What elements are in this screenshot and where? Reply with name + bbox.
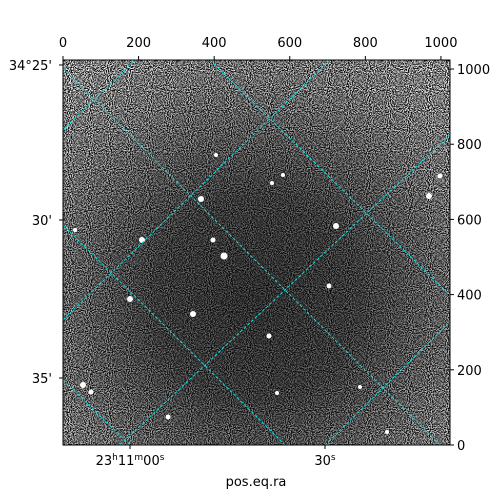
x-tick-label: 1000 — [424, 36, 457, 51]
coordinate-grid — [63, 60, 450, 445]
y-tick-label: 600 — [457, 213, 482, 228]
dec-tick-label: 30' — [32, 214, 52, 229]
y-tick-label: 200 — [457, 364, 482, 379]
x-tick-label: 400 — [202, 36, 227, 51]
dec-tick-label: 35' — [32, 372, 52, 387]
dec-tick-label: 34°25' — [9, 59, 52, 74]
x-axis-label: pos.eq.ra — [226, 475, 287, 490]
y-tick-label: 0 — [457, 439, 465, 454]
x-tick-label: 800 — [353, 36, 378, 51]
frame — [62, 59, 451, 446]
ra-tick-label: 23h11m00s — [96, 453, 165, 469]
y-tick-label: 800 — [457, 138, 482, 153]
ra-tick-label: 30s — [314, 453, 336, 469]
y-tick-label: 400 — [457, 289, 482, 304]
image — [63, 60, 450, 445]
x-tick-label: 600 — [277, 36, 302, 51]
x-tick-label: 0 — [59, 36, 67, 51]
y-tick-label: 1000 — [457, 63, 490, 78]
x-tick-label: 200 — [126, 36, 151, 51]
